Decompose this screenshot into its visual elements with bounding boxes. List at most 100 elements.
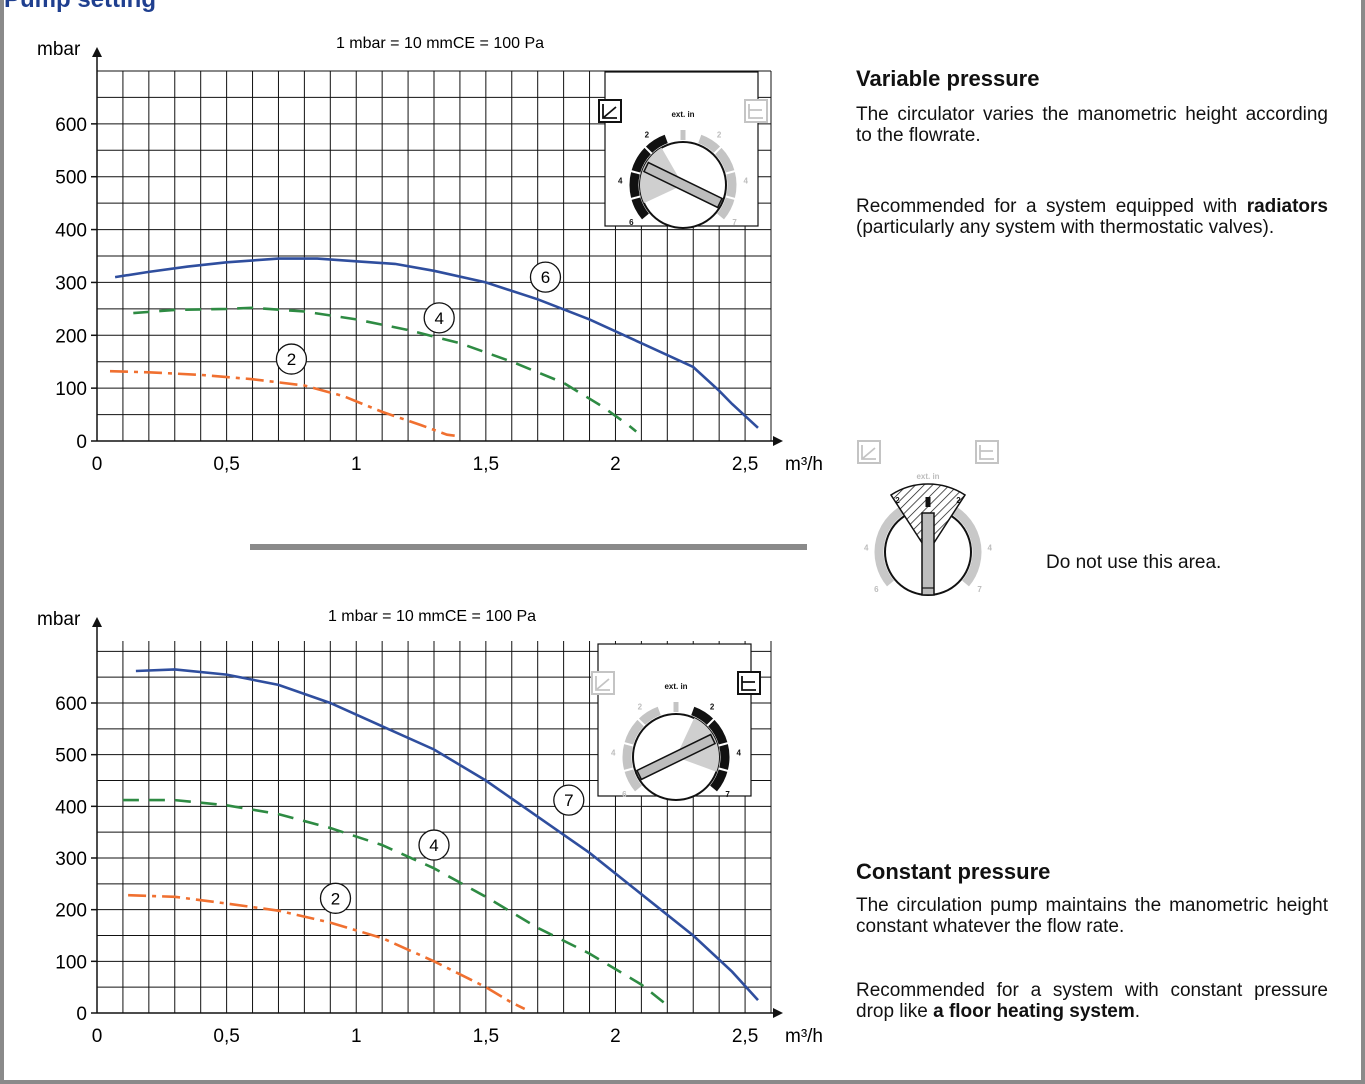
y-tick-label: 100 [55,379,87,400]
dial-ext-in-label: ext. in [671,110,694,119]
dial-tick [718,742,729,747]
dial-ext-in-label: ext. in [664,682,687,691]
dial-tick [630,170,641,175]
y-tick-label: 200 [55,901,87,922]
x-tick-label: 0 [92,454,103,475]
dial-tick [644,146,653,155]
dial-mark-label: 4 [618,177,623,186]
dial-mark-label: 2 [638,702,643,711]
dial-mark-label: 2 [717,130,722,139]
y-tick-label: 300 [55,849,87,870]
x-tick-label: 0,5 [213,1026,239,1047]
dial-pointer [635,733,717,781]
dial-mark-label: 4 [988,544,993,553]
x-tick-label: 1 [351,1026,362,1047]
dial-mark-label: 6 [629,218,634,227]
dial-tick [630,195,641,200]
dial-right-arc [943,501,982,587]
dial-top-marker [925,497,931,507]
x-tick-label: 1 [351,454,362,475]
y-tick-label: 600 [55,115,87,136]
icon-glyph [741,676,756,691]
y-tick-label: 600 [55,694,87,715]
rec-text: Recommended for a system equipped with [856,196,1238,217]
constant-pressure-icon [975,440,999,464]
series-label: 2 [331,889,340,908]
dial-mark-label: 2 [710,702,715,711]
series-label-circle [553,784,585,816]
series-line-4 [122,798,669,1007]
dial-tick [725,170,736,175]
y-tick-label: 400 [55,797,87,818]
rec-text: Recommended for a system with constant p… [856,980,1328,1022]
series-label: 4 [429,836,438,855]
icon-glyph [861,445,876,460]
proportional-pressure-icon [598,99,622,123]
dial-tick [706,718,715,727]
icon-frame [744,99,768,123]
dial-tick [725,195,736,200]
proportional-pressure-icon [857,440,881,464]
x-tick-label: 0,5 [213,454,239,475]
unit-conversion-note: 1 mbar = 10 mmCE = 100 Pa [328,608,536,625]
y-tick-label: 200 [55,326,87,347]
constant-pressure-description: The circulation pump maintains the manom… [856,895,1328,937]
x-axis-label: m³/h [785,1026,823,1047]
x-axis-arrow [773,1008,783,1018]
series-line-4 [133,306,638,433]
constant-pressure-heading: Constant pressure [856,859,1051,884]
dial-tick [713,146,722,155]
y-tick-label: 300 [55,273,87,294]
x-tick-label: 2,5 [732,454,758,475]
icon-glyph [979,445,994,460]
y-axis-arrow [92,47,102,57]
series-line-6 [114,257,759,429]
dial-mark-label: 6 [874,585,879,594]
dial-mark-label: 7 [977,585,982,594]
y-axis-label: mbar [37,39,81,60]
dial-mark-label: 2 [956,496,961,505]
series-label: 6 [541,268,550,287]
dial-pointer [642,161,724,209]
x-tick-label: 2 [610,454,621,475]
page-title: Pump setting [4,0,156,14]
y-tick-label: 400 [55,221,87,242]
dial-ext-in-label: ext. in [916,472,939,481]
series-label-circle [418,829,450,861]
icon-frame [737,671,761,695]
variable-pressure-heading: Variable pressure [856,66,1040,91]
series-label: 4 [434,309,443,328]
rec-emphasis: a floor heating system [933,1001,1135,1022]
dial-mark-label: 2 [645,130,650,139]
dial-tick [718,767,729,772]
x-axis-label: m³/h [785,454,823,475]
x-tick-label: 1,5 [473,454,499,475]
x-tick-label: 0 [92,1026,103,1047]
dial-tick [637,718,646,727]
dial-left-arc [874,501,913,587]
constant-pressure-icon [737,671,761,695]
dial-pointer [921,512,935,596]
unit-conversion-note: 1 mbar = 10 mmCE = 100 Pa [336,35,544,52]
forbidden-zone-dial: 2 4 6 2 4 7 ext. in [857,440,999,596]
rec-text: (particularly any system with thermostat… [856,217,1275,238]
dial-tick [623,767,634,772]
warning-text: Do not use this area. [1046,552,1222,573]
series-label: 7 [564,791,573,810]
series-label-circle [319,882,352,914]
series-label-circle [275,343,308,375]
constant-pressure-recommendation: Recommended for a system with constant p… [856,980,1328,1022]
y-tick-label: 500 [55,746,87,767]
variable-pressure-recommendation: Recommended for a system equipped with r… [856,196,1328,238]
y-tick-label: 500 [55,168,87,189]
icon-glyph [602,104,617,119]
dial-mark-label: 4 [611,749,616,758]
series-label: 2 [287,350,296,369]
icon-glyph [748,104,763,119]
dial-mark-label: 4 [744,177,749,186]
dial-mark-label: 4 [737,749,742,758]
y-tick-label: 0 [76,1004,87,1025]
